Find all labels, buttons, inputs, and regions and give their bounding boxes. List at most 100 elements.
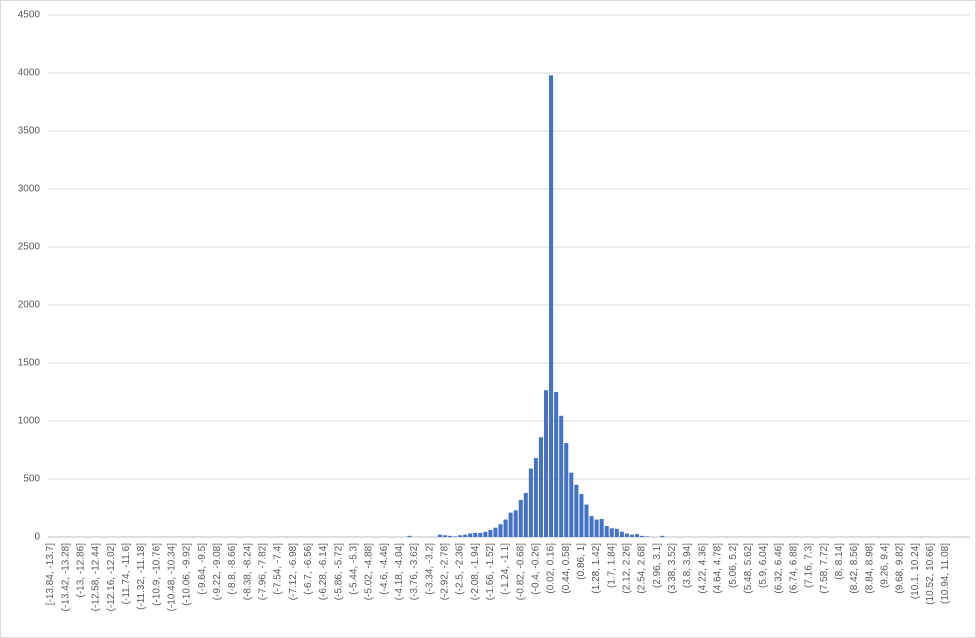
- x-tick-label: (-9.64, -9.5]: [197, 543, 208, 595]
- bar: [554, 392, 559, 537]
- x-tick-label: (-5.02, -4.88]: [364, 543, 375, 600]
- bar: [447, 535, 452, 537]
- x-tick-label: (-10.06, -9.92]: [182, 543, 193, 606]
- x-tick-label: (0.86, 1]: [576, 543, 587, 580]
- x-tick-label: (-2.5, -2.36]: [455, 543, 466, 595]
- bar: [609, 528, 614, 537]
- bar: [407, 535, 412, 537]
- bar: [589, 516, 594, 537]
- x-tick-label: (9.68, 9.82]: [895, 543, 906, 594]
- bar: [594, 519, 599, 537]
- bar: [599, 519, 604, 537]
- bar: [584, 504, 589, 537]
- x-tick-label: (-12.58, -12.44]: [91, 543, 102, 612]
- x-tick-label: (5.48, 5.62]: [743, 543, 754, 594]
- bar: [508, 512, 513, 537]
- bar: [604, 525, 609, 537]
- bar: [538, 437, 543, 537]
- x-tick-label: [-13.84, -13.7]: [45, 543, 56, 605]
- x-tick-label: (8.84, 8.98]: [864, 543, 875, 594]
- x-tick-label: (-7.12, -6.98]: [288, 543, 299, 600]
- bar: [629, 534, 635, 537]
- x-tick-label: (8, 8.14]: [834, 543, 845, 580]
- x-tick-label: (-5.86, -5.72]: [333, 543, 344, 600]
- x-tick-label: (-3.76, -3.62]: [409, 543, 420, 600]
- x-tick-label: (2.54, 2.68]: [637, 543, 648, 594]
- y-tick-label: 2500: [18, 242, 41, 253]
- x-tick-label: (6.32, 6.46]: [773, 543, 784, 594]
- x-tick-label: (-2.92, -2.78]: [440, 543, 451, 600]
- x-tick-label: (7.16, 7.3]: [804, 543, 815, 588]
- x-tick-label: (4.22, 4.36]: [697, 543, 708, 594]
- x-tick-label: (-12.16, -12.02]: [106, 543, 117, 612]
- x-tick-label: (3.38, 3.52]: [667, 543, 678, 594]
- x-tick-label: (2.96, 3.1]: [652, 543, 663, 588]
- x-tick-label: (1.7, 1.84]: [606, 543, 617, 588]
- x-tick-label: (5.9, 6.04]: [758, 543, 769, 588]
- bar: [635, 534, 640, 537]
- bar: [468, 533, 473, 537]
- y-tick-label: 3500: [18, 126, 41, 137]
- y-tick-label: 3000: [18, 184, 41, 195]
- y-tick-label: 1500: [18, 358, 41, 369]
- bar: [614, 528, 619, 537]
- bar: [564, 443, 569, 537]
- y-tick-label: 500: [23, 474, 40, 485]
- x-tick-label: (-10.9, -10.76]: [151, 543, 162, 606]
- bar: [640, 535, 645, 537]
- x-tick-label: (-13.42, -13.28]: [60, 543, 71, 612]
- bar: [473, 532, 478, 537]
- bar: [624, 533, 629, 537]
- x-tick-label: (-7.96, -7.82]: [258, 543, 269, 600]
- x-tick-label: (-5.44, -5.3]: [349, 543, 360, 595]
- bar: [660, 535, 665, 537]
- bar: [533, 458, 538, 537]
- bar: [478, 532, 483, 537]
- bar: [518, 499, 523, 537]
- bar: [559, 415, 564, 537]
- x-tick-label: (-8.38, -8.24]: [242, 543, 253, 600]
- x-tick-label: (-4.6, -4.46]: [379, 543, 390, 595]
- bar: [513, 510, 518, 537]
- bar: [488, 530, 493, 537]
- x-tick-label: (-4.18, -4.04]: [394, 543, 405, 600]
- bar: [458, 535, 463, 537]
- x-tick-label: (-0.82, -0.68]: [515, 543, 526, 600]
- x-tick-label: (0.44, 0.58]: [561, 543, 572, 594]
- x-tick-label: (-6.7, -6.56]: [303, 543, 314, 595]
- y-tick-label: 0: [34, 532, 40, 543]
- bar: [645, 536, 650, 537]
- bar: [483, 531, 488, 537]
- bar: [437, 534, 442, 537]
- x-tick-label: (-9.22, -9.08]: [212, 543, 223, 600]
- x-tick-label: (-0.4, -0.26]: [531, 543, 542, 595]
- x-tick-label: (6.74, 6.88]: [788, 543, 799, 594]
- x-tick-label: (-11.74, -11.6]: [121, 543, 132, 605]
- x-tick-label: (5.06, 5.2]: [728, 543, 739, 588]
- x-tick-label: (9.26, 9.4]: [879, 543, 890, 588]
- y-tick-label: 4500: [18, 10, 41, 21]
- x-tick-label: (-6.28, -6.14]: [318, 543, 329, 600]
- x-tick-label: (3.8, 3.94]: [682, 543, 693, 588]
- x-tick-label: (-8.8, -8.66]: [227, 543, 238, 595]
- x-tick-label: (-11.32, -11.18]: [136, 543, 147, 610]
- x-tick-label: (4.64, 4.78]: [713, 543, 724, 594]
- y-tick-label: 1000: [18, 416, 41, 427]
- x-tick-label: (10.52, 10.66]: [925, 543, 936, 605]
- x-tick-label: (-2.08, -1.94]: [470, 543, 481, 600]
- x-tick-label: (2.12, 2.26]: [622, 543, 633, 594]
- x-tick-label: (-10.48, -10.34]: [167, 543, 178, 612]
- bar: [498, 524, 503, 537]
- x-tick-label: (0.02, 0.16]: [546, 543, 557, 594]
- x-tick-label: (10.1, 10.24]: [910, 543, 921, 599]
- x-tick-label: (-1.24, -1.1]: [500, 543, 511, 595]
- x-tick-label: (-7.54, -7.4]: [273, 543, 284, 595]
- bar: [442, 535, 447, 537]
- bar: [579, 494, 584, 537]
- bar: [574, 484, 579, 537]
- bar: [493, 527, 498, 537]
- bar: [503, 519, 508, 537]
